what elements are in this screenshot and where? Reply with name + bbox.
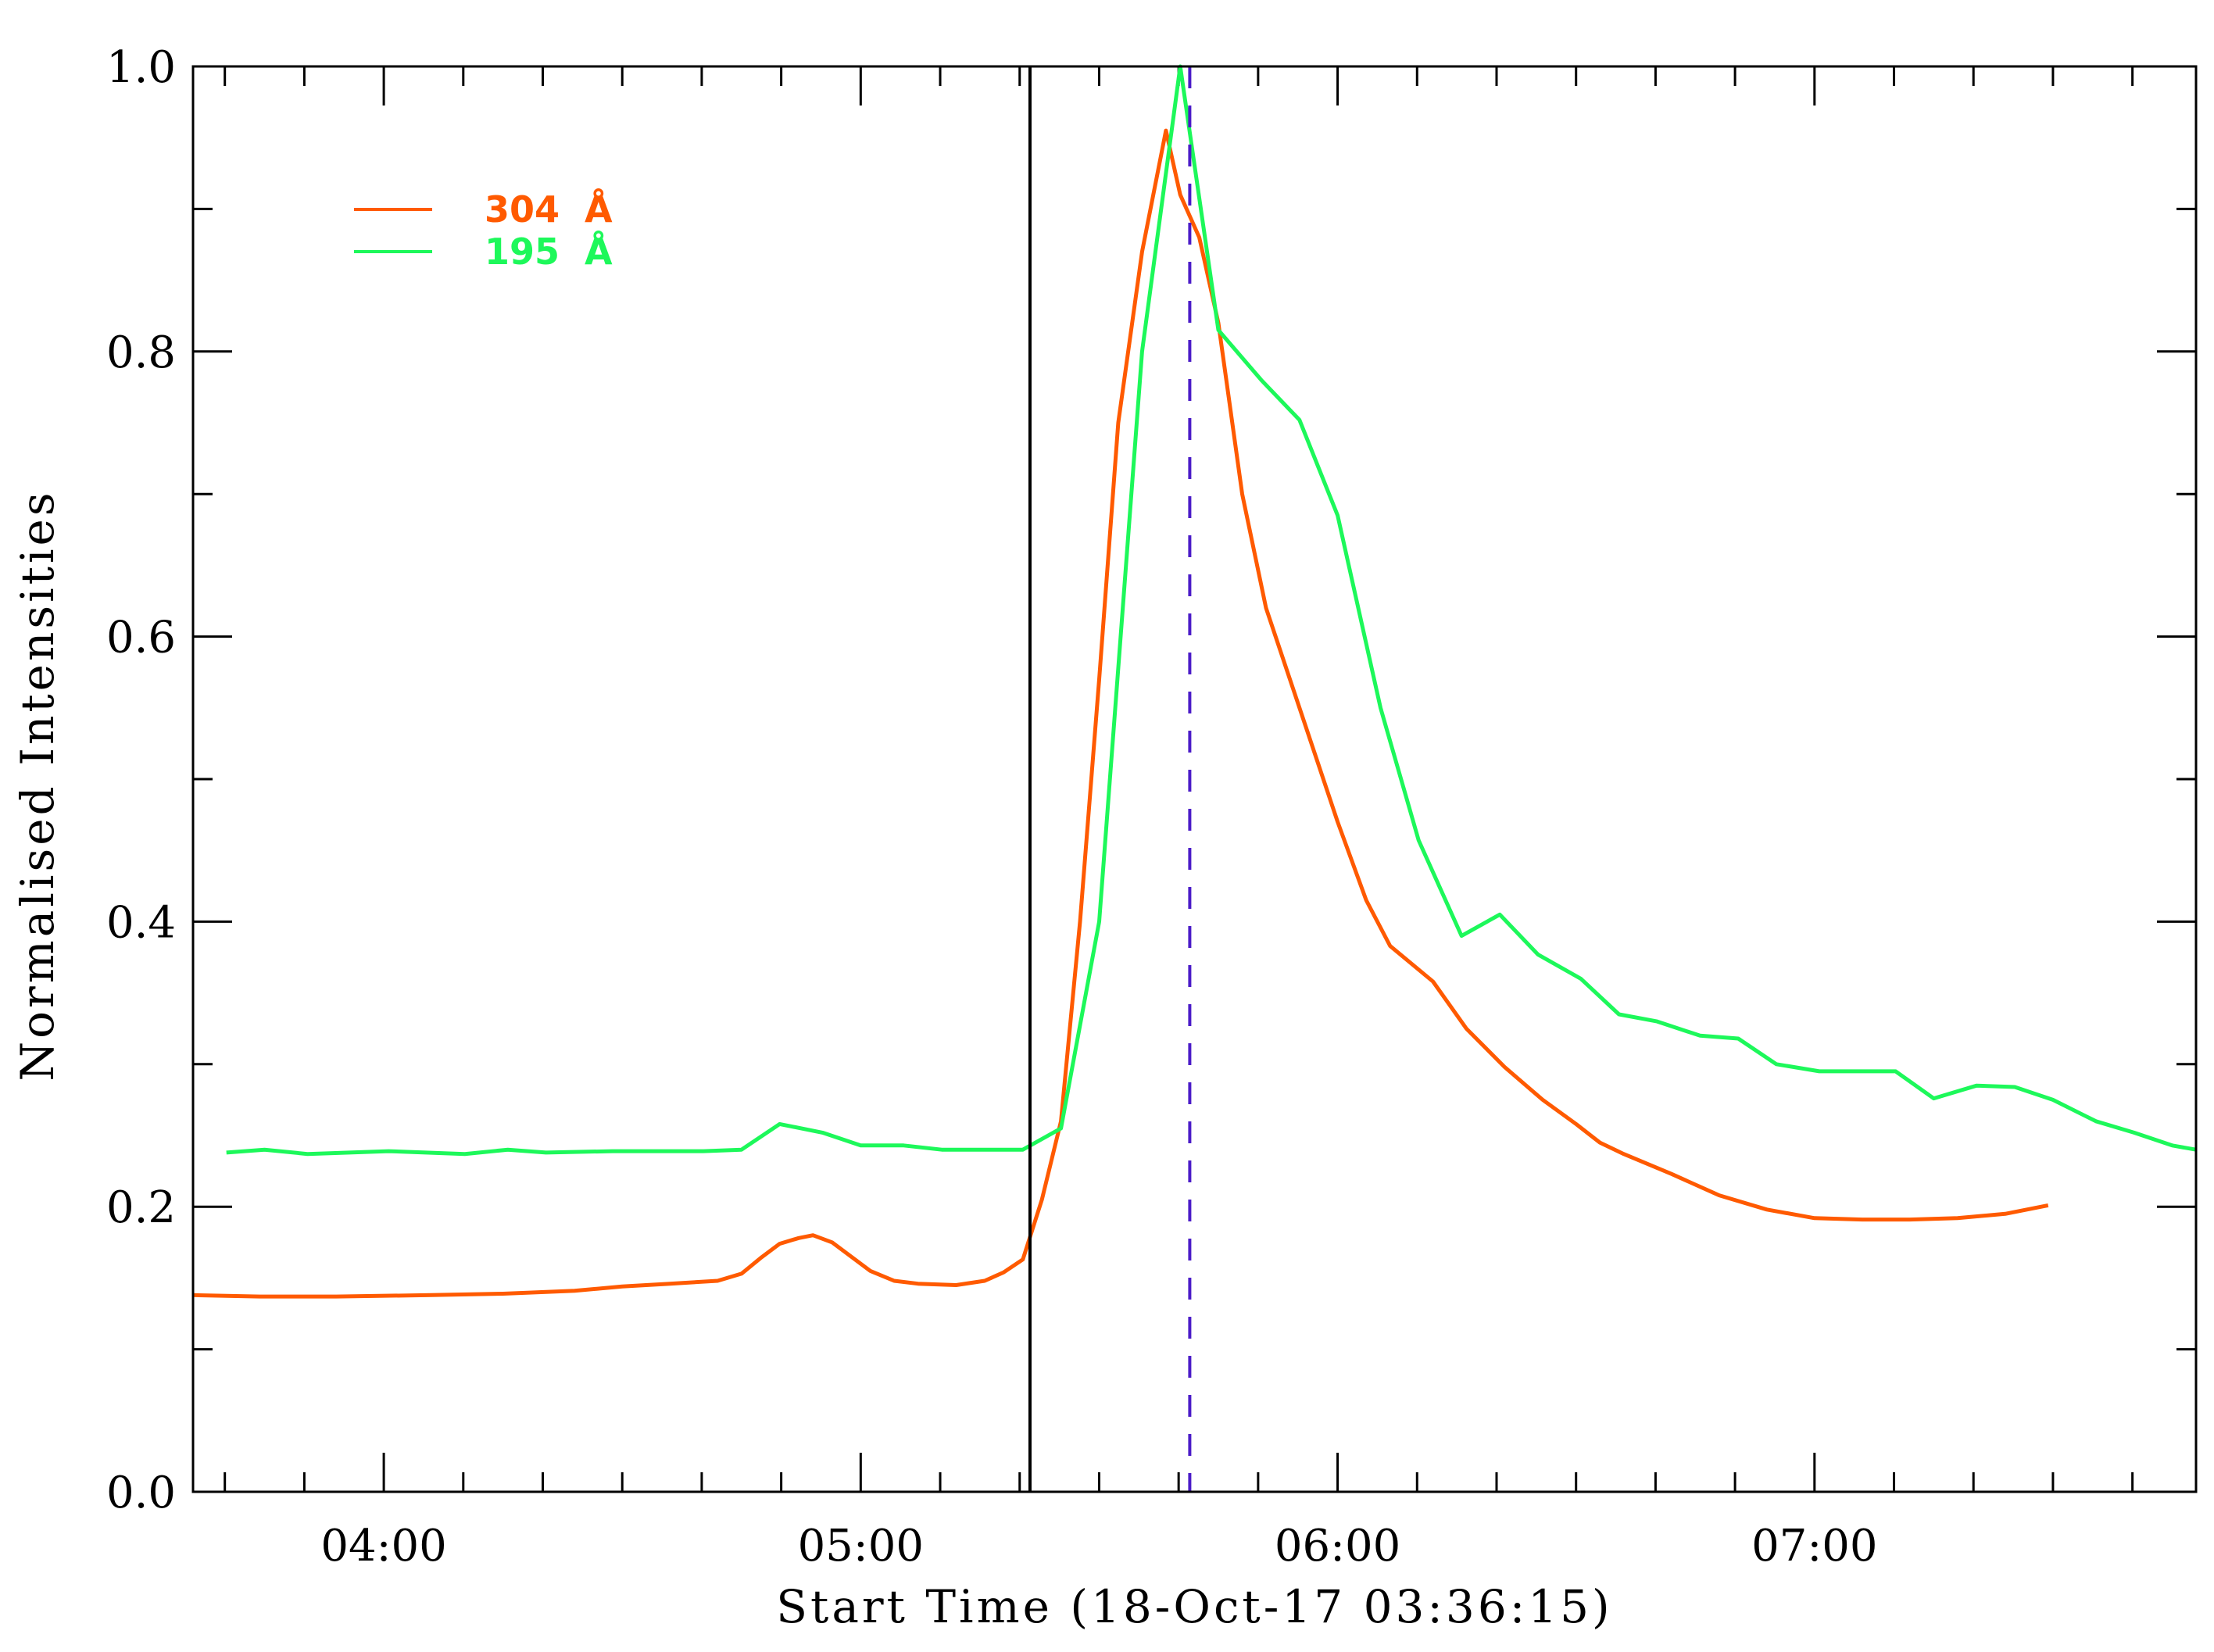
tick-labels: 0.0 0.2 0.4 0.6 0.8 1.0 04:00 05:00 06:00 07:00 [106, 42, 1878, 1572]
x-tick-label: 05:00 [798, 1521, 924, 1572]
x-tick-label: 07:00 [1751, 1521, 1877, 1572]
y-tick-label: 0.4 [106, 897, 176, 948]
series-layer [192, 64, 2197, 1299]
y-tick-label: 0.8 [106, 327, 176, 378]
plot-frame [191, 65, 2198, 1493]
series-line-0 [192, 128, 2049, 1299]
y-tick-label: 0.2 [106, 1182, 176, 1233]
y-axis-title: Normalised Intensities [11, 489, 64, 1081]
x-axis-title: Start Time (18-Oct-17 03:36:15) [776, 1580, 1612, 1633]
y-tick-label: 1.0 [106, 42, 176, 93]
legend-label: 195 Å [485, 231, 613, 273]
series-line-1 [226, 64, 2197, 1157]
x-tick-label: 04:00 [320, 1521, 446, 1572]
legend-label: 304 Å [485, 188, 613, 231]
x-tick-label: 06:00 [1275, 1521, 1400, 1572]
y-tick-label: 0.6 [106, 613, 176, 663]
y-tick-label: 0.0 [106, 1468, 176, 1518]
marker-layer [1028, 66, 1192, 1492]
